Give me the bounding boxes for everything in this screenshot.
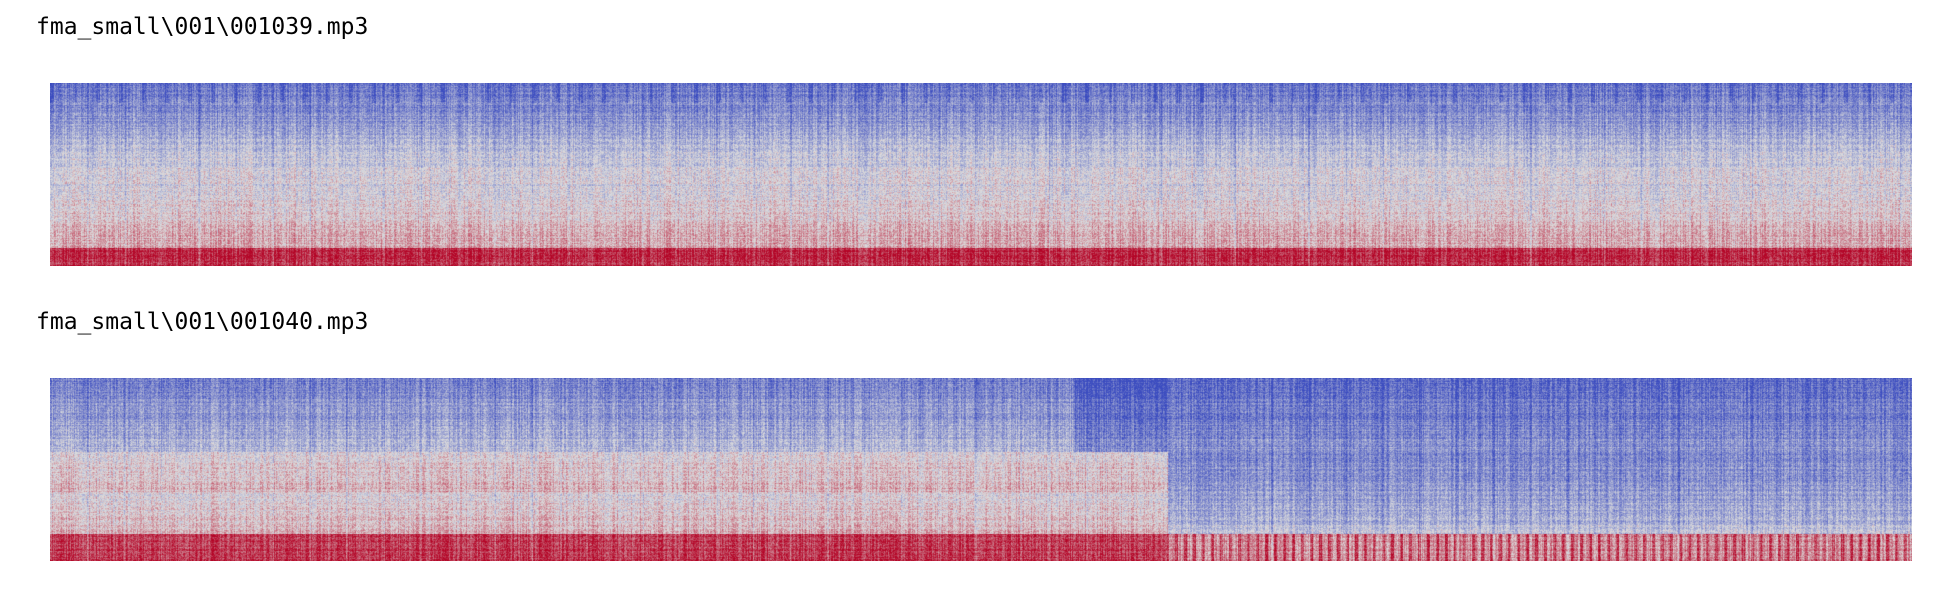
filename-label: fma_small\001\001039.mp3	[36, 14, 369, 40]
spectrogram-image	[50, 83, 1912, 266]
spectrogram-image	[50, 378, 1912, 561]
filename-label: fma_small\001\001040.mp3	[36, 309, 369, 335]
